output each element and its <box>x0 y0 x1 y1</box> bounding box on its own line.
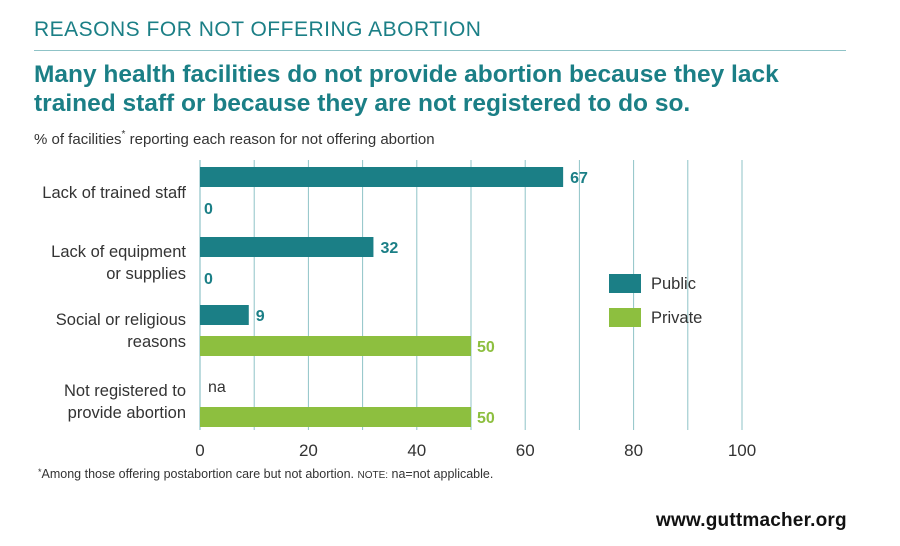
chart-title: Many health facilities do not provide ab… <box>34 61 779 117</box>
x-tick-label: 0 <box>195 441 204 460</box>
bar-chart: 0 20 40 60 80 100 Lack of trained staff 67 0 Lack… <box>42 160 756 460</box>
bar-public <box>200 305 249 325</box>
data-label-public: 67 <box>570 170 588 187</box>
website-url: www.guttmacher.org <box>656 510 847 531</box>
legend-swatch-private <box>609 308 641 327</box>
bar-private <box>200 407 471 427</box>
x-tick-label: 20 <box>299 441 318 460</box>
category-label: Not registered to <box>64 382 186 400</box>
subtitle-rest: reporting each reason for not offering a… <box>125 131 435 148</box>
bar-public <box>200 167 564 187</box>
x-tick-label: 40 <box>407 441 426 460</box>
subtitle-asterisk: * <box>121 129 126 140</box>
chart-kicker: REASONS FOR NOT OFFERING ABORTION <box>34 18 482 41</box>
data-label-private: 0 <box>204 201 213 218</box>
legend-label-private: Private <box>651 309 702 327</box>
footnote-text: Among those offering postabortion care b… <box>41 467 358 481</box>
subtitle-main: % of facilities <box>34 131 122 148</box>
legend-swatch-public <box>609 274 641 293</box>
data-label-private: 50 <box>477 339 495 356</box>
bar-public <box>200 237 374 257</box>
footnote: *Among those offering postabortion care … <box>38 467 493 481</box>
data-label-public: 9 <box>256 308 265 325</box>
category-label: Social or religious <box>56 311 186 329</box>
data-label-private: 50 <box>477 410 495 427</box>
category-label: or supplies <box>106 265 186 283</box>
category-label: provide abortion <box>68 404 186 422</box>
category-label: Lack of trained staff <box>42 184 186 202</box>
x-tick-label: 60 <box>516 441 535 460</box>
note-text: na=not applicable. <box>388 467 494 481</box>
data-label-public: na <box>208 379 226 396</box>
header-divider <box>34 50 846 51</box>
x-tick-label: 80 <box>624 441 643 460</box>
data-label-private: 0 <box>204 271 213 288</box>
category-label: Lack of equipment <box>51 243 186 261</box>
chart-subtitle: % of facilities* reporting each reason f… <box>34 129 435 148</box>
category-label: reasons <box>127 333 186 351</box>
legend-label-public: Public <box>651 275 696 293</box>
data-label-public: 32 <box>380 240 398 257</box>
footnote-asterisk: * <box>38 467 42 477</box>
note-label: NOTE: <box>357 470 389 481</box>
x-tick-label: 100 <box>728 441 756 460</box>
bar-private <box>200 336 471 356</box>
